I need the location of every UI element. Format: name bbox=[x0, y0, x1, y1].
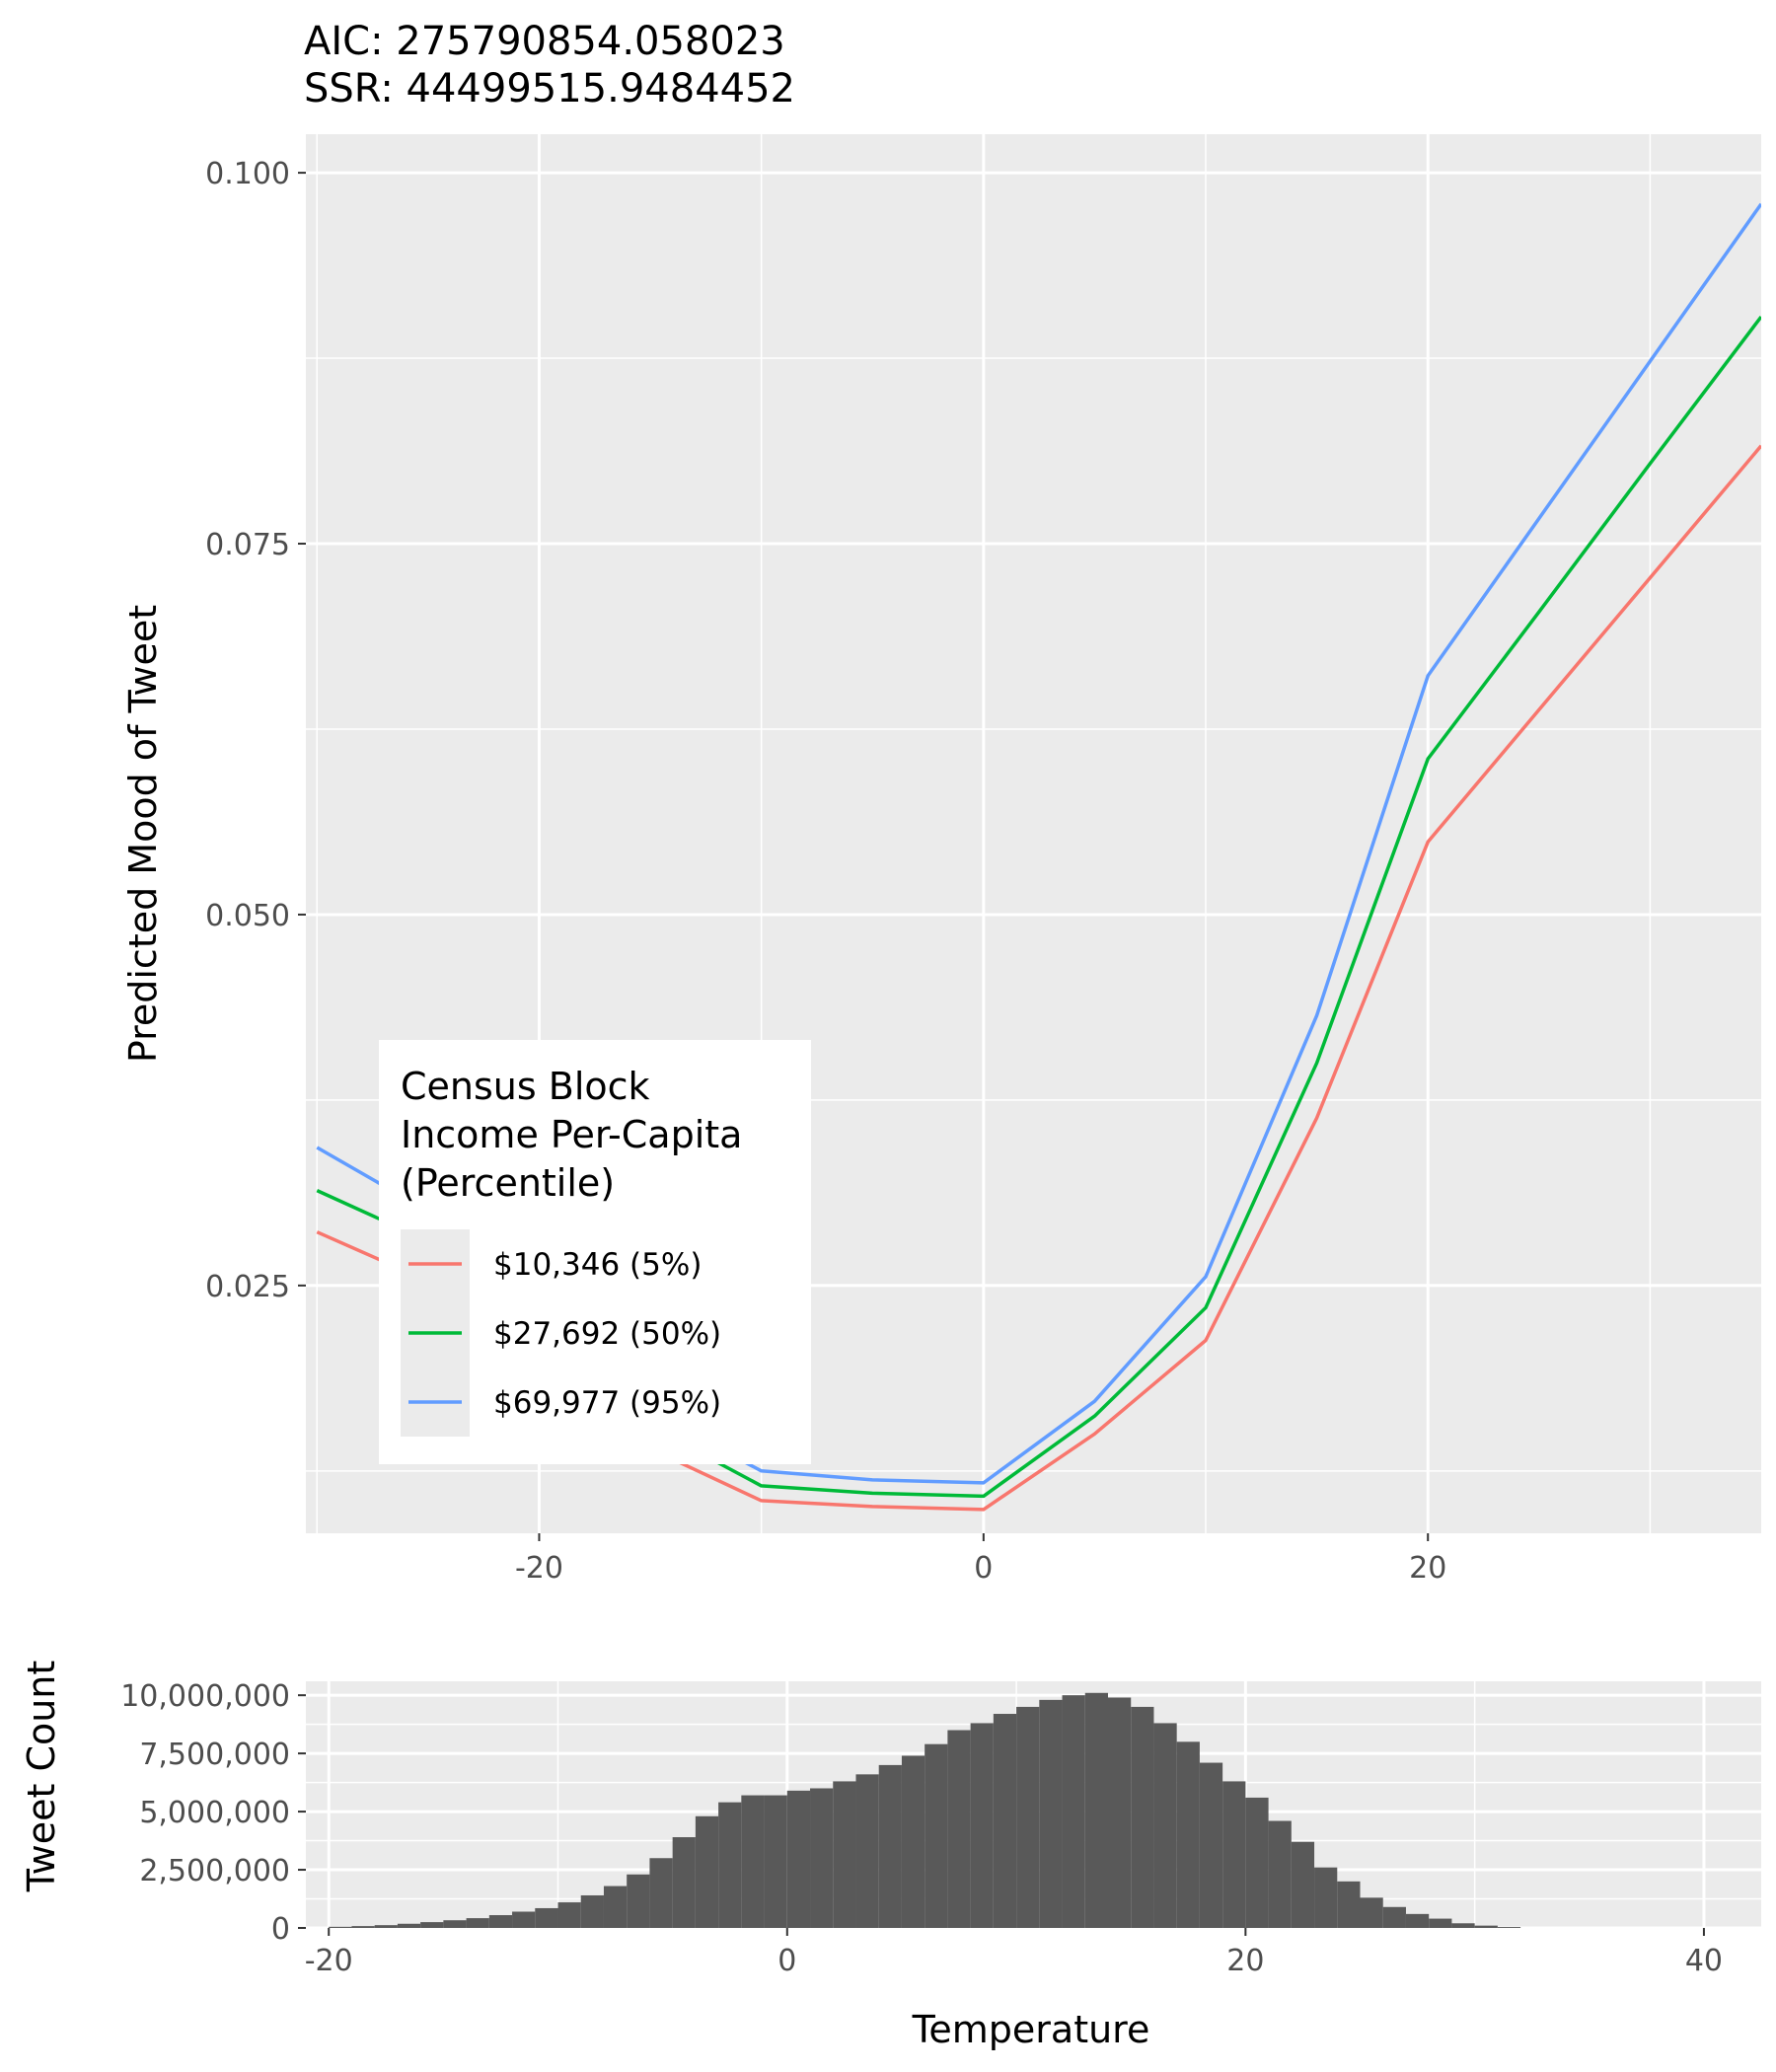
histogram-bar bbox=[1153, 1723, 1177, 1928]
histogram-bar bbox=[649, 1858, 673, 1928]
histogram-bar bbox=[397, 1923, 421, 1928]
histogram-bar bbox=[786, 1790, 811, 1928]
legend-title-line-1: Census Block bbox=[401, 1065, 650, 1108]
histogram-bar bbox=[810, 1788, 834, 1928]
histogram-bar bbox=[512, 1911, 536, 1928]
mood-x-tick-label: 20 bbox=[1409, 1551, 1446, 1586]
histogram-bar bbox=[535, 1907, 558, 1928]
histogram-bar bbox=[580, 1894, 604, 1928]
histogram-bar bbox=[695, 1815, 719, 1928]
histogram-bar bbox=[627, 1874, 650, 1928]
histogram-bar bbox=[901, 1755, 925, 1928]
histogram-bar bbox=[1337, 1881, 1361, 1928]
histogram-bar bbox=[1176, 1741, 1200, 1928]
histogram-bar bbox=[672, 1837, 696, 1928]
histogram-bar bbox=[1268, 1820, 1292, 1928]
histogram-x-tick-label: 0 bbox=[777, 1944, 796, 1978]
mood-panel: -20 0 20 0.025 0.050 0.075 0.100 Predicted Moo… bbox=[121, 134, 1761, 1586]
histogram-y-tick-label: 2,500,000 bbox=[139, 1854, 290, 1888]
mood-x-tick-label: -20 bbox=[515, 1551, 563, 1586]
histogram-bar bbox=[1039, 1699, 1063, 1928]
histogram-bar bbox=[1360, 1897, 1383, 1928]
histogram-bar bbox=[1314, 1867, 1338, 1928]
histogram-bar bbox=[1474, 1925, 1498, 1928]
histogram-bar bbox=[993, 1714, 1017, 1928]
legend-label-3: $69,977 (95%) bbox=[493, 1385, 721, 1421]
histogram-bar bbox=[1291, 1841, 1315, 1928]
histogram-bar bbox=[718, 1802, 742, 1928]
histogram-bar bbox=[1451, 1923, 1475, 1928]
histogram-bar bbox=[443, 1920, 467, 1928]
mood-x-tick-label: 0 bbox=[974, 1551, 993, 1586]
histogram-bar bbox=[1497, 1927, 1521, 1928]
mood-y-tick-label: 0.075 bbox=[205, 528, 290, 562]
histogram-bar bbox=[1131, 1706, 1154, 1928]
mood-y-axis-title: Predicted Mood of Tweet bbox=[121, 605, 165, 1063]
histogram-panel: -20 0 20 40 0 2,500,000 5,000,000 7,500,000 10,0… bbox=[20, 1661, 1761, 2051]
mood-y-tick-label: 0.025 bbox=[205, 1270, 290, 1304]
aic-label: AIC: 275790854.058023 bbox=[304, 19, 785, 64]
histogram-bar bbox=[1405, 1913, 1430, 1928]
mood-axes: -20 0 20 0.025 0.050 0.075 0.100 bbox=[205, 157, 1446, 1586]
histogram-y-tick-label: 7,500,000 bbox=[139, 1738, 290, 1772]
histogram-bar bbox=[488, 1915, 513, 1928]
legend-label-2: $27,692 (50%) bbox=[493, 1316, 721, 1352]
histogram-y-axis-title: Tweet Count bbox=[20, 1661, 63, 1893]
histogram-bar bbox=[833, 1781, 856, 1928]
histogram-bar bbox=[855, 1774, 879, 1928]
histogram-bar bbox=[1016, 1706, 1040, 1928]
histogram-bar bbox=[1429, 1918, 1452, 1928]
histogram-axes: -20 0 20 40 0 2,500,000 5,000,000 7,500,000 10,0… bbox=[120, 1679, 1723, 1978]
histogram-bar bbox=[351, 1926, 375, 1928]
histogram-y-tick-label: 10,000,000 bbox=[120, 1679, 290, 1714]
histogram-bar bbox=[1107, 1697, 1132, 1928]
histogram-y-tick-label: 0 bbox=[271, 1912, 290, 1947]
legend: Census Block Income Per-Capita (Percenti… bbox=[379, 1040, 811, 1464]
histogram-bar bbox=[1245, 1797, 1269, 1928]
histogram-bar bbox=[925, 1743, 948, 1928]
ssr-label: SSR: 44499515.9484452 bbox=[304, 66, 795, 111]
histogram-bar bbox=[466, 1918, 489, 1928]
histogram-bar bbox=[1084, 1692, 1108, 1928]
histogram-bar bbox=[329, 1926, 352, 1928]
histogram-bar bbox=[1062, 1695, 1085, 1928]
histogram-x-tick-label: 40 bbox=[1685, 1944, 1723, 1978]
histogram-bars bbox=[329, 1692, 1521, 1928]
histogram-bar bbox=[374, 1925, 398, 1928]
histogram-bar bbox=[970, 1723, 994, 1928]
legend-title-line-2: Income Per-Capita bbox=[401, 1113, 742, 1156]
histogram-bar bbox=[764, 1795, 787, 1928]
mood-y-tick-label: 0.050 bbox=[205, 899, 290, 933]
histogram-bar bbox=[878, 1764, 902, 1928]
histogram-y-tick-label: 5,000,000 bbox=[139, 1796, 290, 1830]
histogram-bar bbox=[947, 1730, 971, 1928]
legend-title-line-3: (Percentile) bbox=[401, 1161, 615, 1205]
histogram-bar bbox=[1199, 1762, 1223, 1928]
histogram-bar bbox=[557, 1902, 581, 1928]
histogram-bar bbox=[1222, 1781, 1246, 1928]
histogram-bar bbox=[420, 1922, 444, 1928]
histogram-x-tick-label: -20 bbox=[305, 1944, 353, 1978]
histogram-x-axis-title: Temperature bbox=[912, 2008, 1150, 2051]
histogram-bar bbox=[603, 1886, 628, 1928]
histogram-bar bbox=[1382, 1906, 1406, 1928]
mood-y-tick-label: 0.100 bbox=[205, 157, 290, 191]
histogram-x-tick-label: 20 bbox=[1226, 1944, 1264, 1978]
histogram-bar bbox=[741, 1795, 765, 1928]
legend-label-1: $10,346 (5%) bbox=[493, 1247, 702, 1283]
